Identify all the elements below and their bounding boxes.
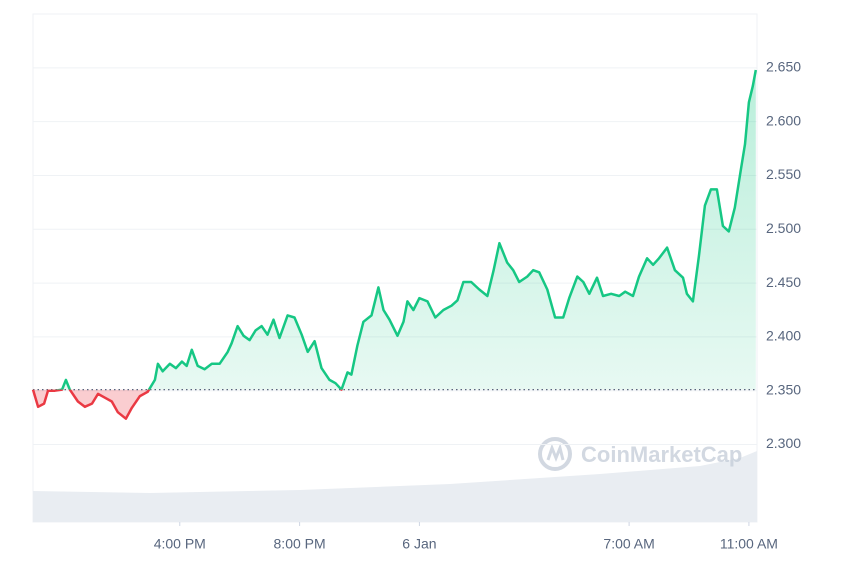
- y-tick-label: 2.600: [766, 112, 801, 128]
- watermark-logo: [538, 437, 572, 471]
- x-tick-label: 4:00 PM: [154, 536, 206, 552]
- y-tick-label: 2.350: [766, 381, 801, 397]
- x-tick-label: 7:00 AM: [603, 536, 654, 552]
- volume-area: [33, 451, 757, 522]
- watermark: CoinMarketCap: [538, 437, 742, 471]
- area-up: [33, 70, 756, 390]
- y-tick-label: 2.500: [766, 220, 801, 236]
- y-tick-label: 2.550: [766, 166, 801, 182]
- watermark-text: CoinMarketCap: [581, 442, 742, 467]
- watermark-logo-mark: [546, 443, 565, 463]
- price-line-up: [32, 69, 758, 390]
- x-tick-label: 6 Jan: [402, 536, 436, 552]
- y-tick-label: 2.300: [766, 435, 801, 451]
- y-tick-label: 2.400: [766, 328, 801, 344]
- area-down: [33, 389, 756, 419]
- y-tick-label: 2.450: [766, 274, 801, 290]
- y-tick-label: 2.650: [766, 59, 801, 75]
- x-tick-label: 8:00 PM: [274, 536, 326, 552]
- x-tick-label: 11:00 AM: [720, 536, 778, 552]
